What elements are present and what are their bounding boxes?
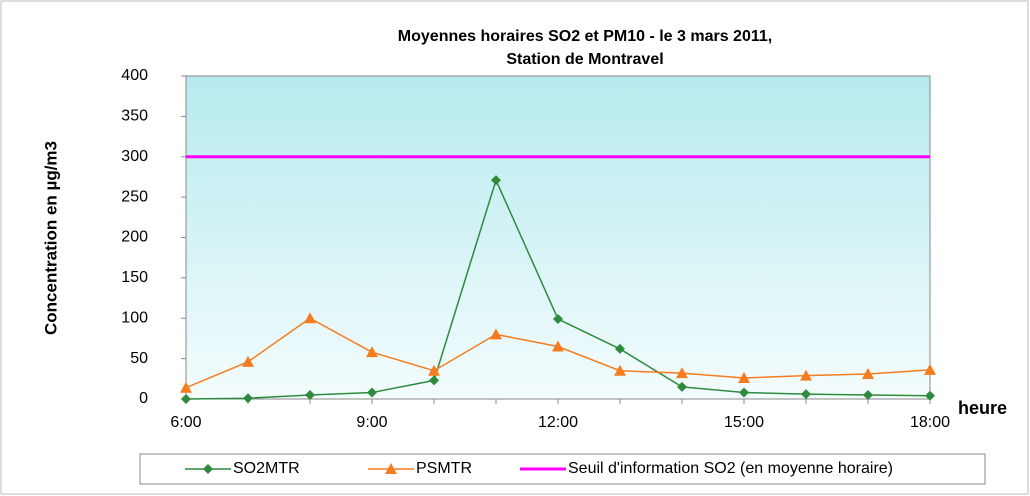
legend-label: SO2MTR	[233, 460, 300, 477]
data-point	[180, 381, 192, 393]
y-tick-label: 50	[130, 350, 148, 367]
data-point	[490, 328, 502, 340]
legend-marker	[385, 463, 397, 474]
y-tick-label: 100	[121, 309, 148, 326]
x-tick-label: 6:00	[170, 414, 201, 431]
x-tick-label: 18:00	[910, 414, 950, 431]
data-point	[615, 343, 625, 354]
data-point	[800, 369, 812, 381]
data-point	[304, 312, 316, 324]
y-tick-label: 300	[121, 148, 148, 165]
data-point	[491, 175, 501, 186]
data-point	[243, 393, 253, 404]
y-tick-label: 0	[139, 390, 148, 407]
data-point	[305, 389, 315, 400]
x-axis-title: heure	[958, 398, 1007, 418]
y-tick-label: 400	[121, 67, 148, 84]
data-point	[925, 390, 935, 401]
x-tick-label: 15:00	[724, 414, 764, 431]
data-point	[181, 394, 191, 404]
chart-title: Moyennes horaires SO2 et PM10 - le 3 mar…	[398, 28, 772, 45]
data-point	[677, 381, 687, 392]
y-tick-label: 200	[121, 229, 148, 246]
data-point	[367, 387, 377, 398]
data-point	[614, 364, 626, 376]
y-tick-label: 350	[121, 108, 148, 125]
data-point	[553, 314, 563, 325]
y-axis-title: Concentration en µg/m3	[41, 141, 60, 335]
data-point	[242, 355, 254, 367]
x-tick-label: 9:00	[356, 414, 387, 431]
data-point	[366, 346, 378, 358]
data-point	[863, 389, 873, 400]
legend-label: Seuil d'information SO2 (en moyenne hora…	[568, 460, 893, 477]
data-point	[428, 364, 440, 376]
y-tick-label: 150	[121, 269, 148, 286]
data-point	[676, 367, 688, 379]
data-point	[429, 375, 439, 386]
x-tick-label: 12:00	[538, 414, 578, 431]
y-tick-label: 250	[121, 188, 148, 205]
data-point	[552, 340, 564, 352]
data-point	[924, 363, 936, 375]
legend-marker	[203, 464, 213, 474]
chart-subtitle: Station de Montravel	[506, 51, 663, 68]
legend-label: PSMTR	[416, 460, 472, 477]
data-point	[862, 367, 874, 379]
data-point	[801, 389, 811, 400]
data-point	[739, 387, 749, 398]
data-point	[738, 372, 750, 384]
